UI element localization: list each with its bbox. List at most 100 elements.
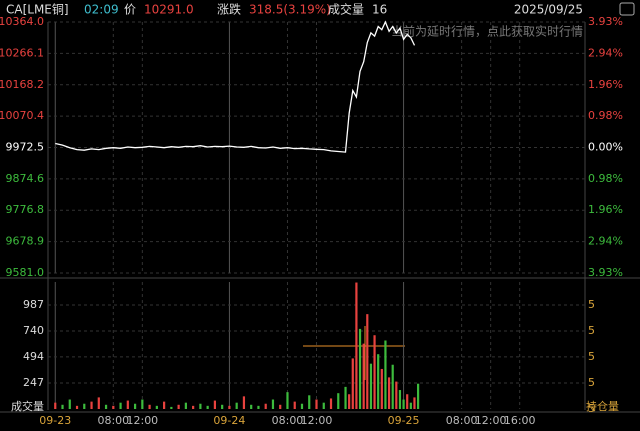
y-tick-label: 10168.2 bbox=[0, 78, 44, 91]
volume-bar bbox=[97, 397, 100, 409]
y2-tick-label: 5 bbox=[588, 324, 595, 337]
volume-bar bbox=[235, 402, 238, 409]
price-label: 价 bbox=[124, 3, 136, 17]
volume-bar bbox=[104, 404, 108, 409]
volume-bar bbox=[213, 400, 217, 409]
change: 318.5(3.19%) bbox=[249, 3, 331, 17]
volume-bar bbox=[271, 399, 275, 409]
volume-bar bbox=[329, 398, 333, 409]
volume-bar bbox=[199, 403, 202, 409]
y-tick-label: 247 bbox=[23, 376, 44, 389]
x-tick-label: 08:00 bbox=[446, 414, 478, 427]
y-tick-label: 10266.1 bbox=[0, 46, 44, 59]
volume-bar bbox=[286, 392, 289, 409]
volume-bar bbox=[366, 314, 369, 409]
volume-bar bbox=[250, 404, 253, 409]
y2-axis-label: 持仓量 bbox=[586, 399, 619, 413]
volume-bar bbox=[369, 363, 373, 409]
volume-bar bbox=[141, 399, 144, 409]
y2-tick-label: 5 bbox=[588, 376, 595, 389]
y2-tick-label: 2.94% bbox=[588, 47, 623, 60]
volume-bar bbox=[148, 404, 151, 409]
volume-bar bbox=[358, 328, 362, 409]
volume-bar bbox=[373, 335, 376, 409]
volume-bar bbox=[391, 364, 394, 409]
volume-bar bbox=[402, 399, 405, 409]
volume-bar bbox=[133, 403, 137, 409]
volume-bar bbox=[264, 403, 267, 409]
volume-bar bbox=[54, 402, 57, 409]
y2-tick-label: 0.98% bbox=[588, 172, 623, 185]
change-label: 涨跌 bbox=[217, 2, 241, 17]
volume-bar bbox=[416, 383, 420, 409]
volume-bar bbox=[380, 368, 383, 409]
y2-tick-label: 5 bbox=[588, 350, 595, 363]
y-tick-label: 10070.4 bbox=[0, 109, 44, 122]
y2-tick-label: 0.98% bbox=[588, 109, 623, 122]
volume-bar bbox=[348, 394, 351, 409]
volume-bar bbox=[406, 394, 409, 409]
volume-bar bbox=[395, 381, 398, 409]
volume-bar bbox=[377, 354, 380, 409]
volume-bar bbox=[257, 405, 260, 409]
volume-bar bbox=[409, 402, 412, 409]
y-tick-label: 10364.0 bbox=[0, 15, 44, 28]
price: 10291.0 bbox=[144, 3, 194, 17]
volume-bar bbox=[155, 405, 158, 409]
y2-tick-label: 3.93% bbox=[588, 15, 623, 28]
volume-bar bbox=[413, 397, 416, 409]
y-tick-label: 494 bbox=[23, 350, 44, 363]
volume-bar bbox=[75, 405, 79, 409]
volume-bar bbox=[184, 402, 187, 409]
volume-bar bbox=[355, 282, 358, 409]
volume-bar bbox=[119, 402, 122, 409]
y2-tick-label: 1.96% bbox=[588, 78, 623, 91]
volume-bar bbox=[177, 404, 180, 409]
y-tick-label: 9581.0 bbox=[6, 266, 45, 279]
volume-bar bbox=[315, 399, 318, 409]
volume-bar bbox=[192, 405, 195, 409]
volume-bar bbox=[300, 403, 304, 409]
y2-tick-label: 0.00% bbox=[588, 141, 623, 154]
volume-bar bbox=[68, 399, 71, 409]
volume-bar bbox=[163, 401, 166, 409]
y2-tick-label: 3.93% bbox=[588, 266, 623, 279]
date: 2025/09/25 bbox=[514, 3, 583, 17]
volume-bar bbox=[344, 386, 347, 409]
volume-bar bbox=[90, 401, 93, 409]
price-line bbox=[55, 20, 416, 153]
volume-bar bbox=[387, 377, 391, 409]
volume-bar bbox=[170, 406, 173, 409]
y-tick-label: 740 bbox=[23, 324, 44, 337]
volume-bar bbox=[398, 390, 402, 409]
volume-bar bbox=[206, 405, 209, 409]
volume-bar bbox=[221, 404, 224, 409]
icon[interactable] bbox=[619, 2, 635, 16]
x-tick-label: 12:00 bbox=[126, 414, 158, 427]
volume-bar bbox=[337, 393, 340, 409]
y2-tick-label: 5 bbox=[588, 402, 595, 415]
volume-bar bbox=[308, 395, 311, 409]
x-tick-label: 16:00 bbox=[504, 414, 536, 427]
volume-bar bbox=[126, 400, 129, 409]
x-tick-label: 09-24 bbox=[213, 414, 245, 427]
volume: 16 bbox=[372, 3, 387, 17]
volume-bar bbox=[242, 396, 246, 409]
y-tick-label: 9972.5 bbox=[6, 141, 45, 154]
y2-tick-label: 5 bbox=[588, 298, 595, 311]
x-tick-label: 12:00 bbox=[301, 414, 333, 427]
x-tick-label: 12:00 bbox=[475, 414, 507, 427]
x-tick-label: 08:00 bbox=[272, 414, 304, 427]
volume-bar bbox=[322, 402, 325, 409]
y2-tick-label: 2.94% bbox=[588, 234, 623, 247]
time: 02:09 bbox=[84, 3, 119, 17]
y-tick-label: 9776.8 bbox=[6, 203, 45, 216]
y-tick-label: 987 bbox=[23, 298, 44, 311]
volume-bar bbox=[279, 404, 282, 409]
notice[interactable]: 当前为延时行情，点此获取实时行情 bbox=[391, 24, 583, 39]
volume-bar bbox=[61, 404, 64, 409]
volume-bar bbox=[228, 405, 231, 409]
y-axis-label: 成交量 bbox=[11, 399, 44, 413]
